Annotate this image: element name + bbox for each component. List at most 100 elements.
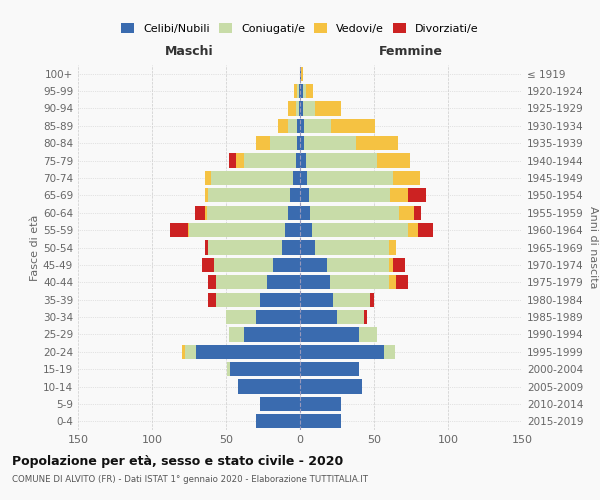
Bar (306, 84, 313, 98)
Bar (189, 223, 285, 237)
Bar (260, 292, 300, 307)
Bar (385, 344, 395, 359)
Bar (315, 240, 389, 254)
Bar (229, 154, 236, 168)
Bar (399, 206, 414, 220)
Bar (271, 136, 297, 150)
Bar (303, 102, 315, 116)
Bar (288, 118, 297, 133)
Bar (196, 344, 300, 359)
Bar (170, 223, 188, 237)
Bar (215, 292, 260, 307)
Bar (303, 84, 306, 98)
Y-axis label: Fasce di età: Fasce di età (30, 214, 40, 280)
Bar (185, 344, 196, 359)
Bar (332, 292, 370, 307)
Bar (288, 102, 296, 116)
Bar (414, 206, 421, 220)
Bar (300, 171, 307, 185)
Bar (300, 102, 303, 116)
Bar (268, 275, 300, 289)
Bar (390, 188, 408, 202)
Bar (300, 380, 362, 394)
Bar (359, 328, 377, 342)
Text: COMUNE DI ALVITO (FR) - Dati ISTAT 1° gennaio 2020 - Elaborazione TUTTITALIA.IT: COMUNE DI ALVITO (FR) - Dati ISTAT 1° ge… (12, 475, 368, 484)
Bar (236, 154, 244, 168)
Bar (244, 328, 300, 342)
Bar (393, 171, 420, 185)
Bar (214, 258, 274, 272)
Bar (229, 328, 244, 342)
Bar (389, 275, 396, 289)
Bar (288, 206, 300, 220)
Bar (370, 292, 374, 307)
Text: Popolazione per età, sesso e stato civile - 2020: Popolazione per età, sesso e stato civil… (12, 455, 343, 468)
Bar (304, 118, 331, 133)
Bar (356, 136, 398, 150)
Bar (300, 292, 332, 307)
Bar (294, 84, 297, 98)
Bar (297, 136, 300, 150)
Bar (256, 310, 300, 324)
Bar (418, 223, 433, 237)
Bar (299, 102, 300, 116)
Bar (393, 258, 405, 272)
Bar (306, 154, 377, 168)
Bar (208, 292, 215, 307)
Bar (300, 414, 341, 428)
Bar (226, 310, 256, 324)
Bar (297, 118, 300, 133)
Bar (326, 258, 389, 272)
Bar (300, 240, 315, 254)
Bar (377, 154, 410, 168)
Bar (207, 206, 288, 220)
Bar (244, 154, 296, 168)
Bar (331, 118, 376, 133)
Bar (256, 136, 271, 150)
Bar (211, 171, 293, 185)
Bar (364, 310, 367, 324)
Bar (408, 188, 426, 202)
Bar (300, 188, 309, 202)
Bar (205, 188, 208, 202)
Bar (389, 240, 396, 254)
Bar (208, 188, 290, 202)
Bar (299, 84, 300, 98)
Bar (296, 102, 299, 116)
Legend: Celibi/Nubili, Coniugati/e, Vedovi/e, Divorziati/e: Celibi/Nubili, Coniugati/e, Vedovi/e, Di… (118, 20, 482, 37)
Bar (396, 275, 408, 289)
Text: Femmine: Femmine (379, 44, 443, 58)
Bar (195, 206, 205, 220)
Bar (300, 362, 359, 376)
Bar (260, 397, 300, 411)
Bar (300, 154, 306, 168)
Bar (329, 275, 389, 289)
Bar (227, 362, 230, 376)
Bar (230, 362, 300, 376)
Bar (307, 171, 393, 185)
Bar (300, 118, 304, 133)
Bar (315, 102, 341, 116)
Bar (205, 206, 207, 220)
Bar (312, 223, 408, 237)
Bar (301, 66, 303, 81)
Bar (278, 118, 288, 133)
Bar (408, 223, 418, 237)
Bar (205, 171, 211, 185)
Bar (256, 414, 300, 428)
Bar (300, 310, 337, 324)
Bar (205, 240, 208, 254)
Bar (274, 258, 300, 272)
Bar (300, 84, 303, 98)
Bar (282, 240, 300, 254)
Bar (310, 206, 399, 220)
Bar (182, 344, 185, 359)
Bar (300, 328, 359, 342)
Bar (309, 188, 390, 202)
Bar (202, 258, 214, 272)
Bar (300, 66, 301, 81)
Y-axis label: Anni di nascita: Anni di nascita (587, 206, 598, 289)
Bar (208, 240, 282, 254)
Bar (238, 380, 300, 394)
Bar (300, 397, 341, 411)
